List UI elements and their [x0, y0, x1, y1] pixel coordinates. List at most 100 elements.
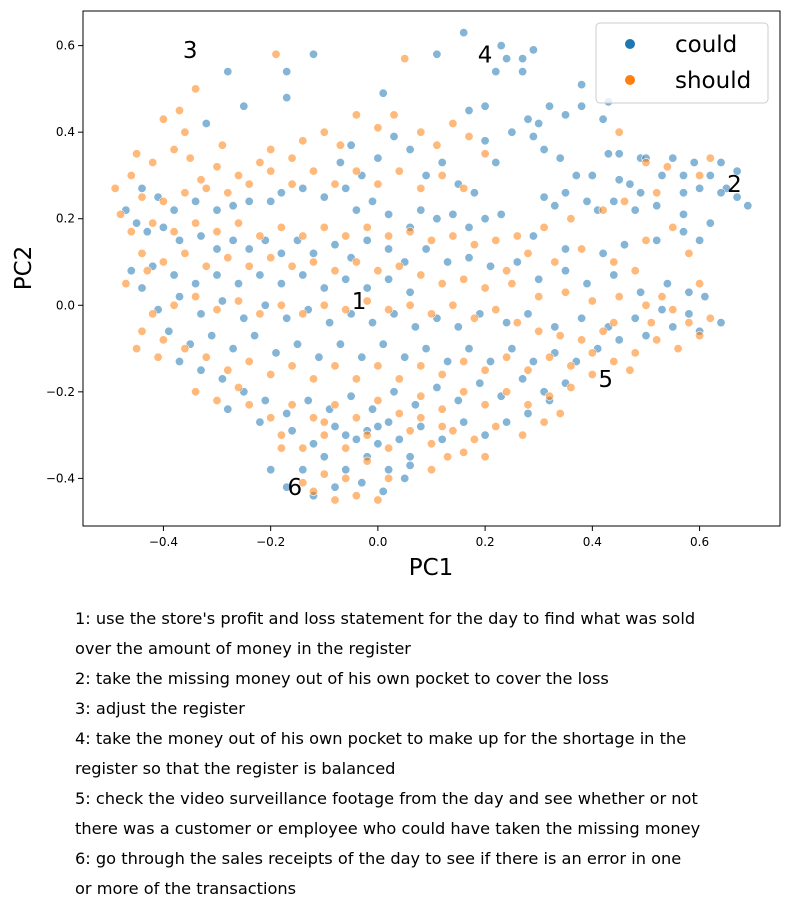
point-should-110	[201, 352, 211, 362]
point-should-28	[437, 171, 447, 181]
point-could-30	[678, 171, 688, 181]
point-should-67	[266, 253, 276, 263]
point-should-192	[668, 222, 678, 232]
point-could-126	[367, 318, 377, 328]
point-should-92	[587, 348, 597, 358]
point-could-185	[410, 400, 420, 410]
point-could-28	[732, 166, 742, 176]
point-should-82	[614, 292, 624, 302]
point-should-120	[276, 300, 286, 310]
point-could-212	[319, 452, 329, 462]
point-should-124	[362, 296, 372, 306]
x-tick-label: −0.4	[149, 535, 178, 549]
point-should-119	[255, 309, 265, 319]
point-could-235	[282, 93, 292, 103]
point-should-213	[539, 417, 549, 427]
point-could-64	[432, 214, 442, 224]
point-should-86	[705, 313, 715, 323]
point-should-166	[384, 473, 394, 483]
point-should-1	[191, 84, 201, 94]
annotation-captions: 1: use the store's profit and loss state…	[75, 604, 775, 904]
point-could-238	[432, 49, 442, 59]
point-could-207	[459, 417, 469, 427]
point-could-106	[560, 266, 570, 276]
point-could-0	[459, 28, 469, 38]
legend-marker-could	[625, 39, 635, 49]
point-should-210	[684, 318, 694, 328]
point-should-163	[276, 430, 286, 440]
point-could-194	[217, 374, 227, 384]
point-should-121	[298, 309, 308, 319]
point-could-234	[308, 49, 318, 59]
caption-line: over the amount of money in the register	[75, 639, 411, 658]
point-should-88	[673, 344, 683, 354]
point-could-166	[464, 344, 474, 354]
point-should-43	[469, 240, 479, 250]
caption-line: 5: check the video surveillance footage …	[75, 789, 698, 808]
point-should-49	[341, 231, 351, 241]
point-could-110	[662, 279, 672, 289]
point-should-72	[373, 266, 383, 276]
point-should-84	[668, 305, 678, 315]
point-could-167	[485, 356, 495, 366]
point-should-129	[469, 313, 479, 323]
point-could-32	[625, 179, 635, 189]
point-could-168	[507, 344, 517, 354]
y-tick-label: 0.0	[56, 298, 75, 312]
point-should-151	[266, 413, 276, 423]
point-should-2	[400, 54, 410, 64]
point-annotations: 1 2 3 4 5 6	[183, 38, 742, 501]
point-could-188	[346, 391, 356, 401]
point-should-101	[394, 374, 404, 384]
point-could-164	[421, 344, 431, 354]
point-could-177	[716, 318, 726, 328]
point-could-53	[678, 227, 688, 237]
point-should-90	[630, 348, 640, 358]
point-should-103	[351, 374, 361, 384]
point-should-205	[191, 387, 201, 397]
point-could-147	[319, 283, 329, 293]
point-should-13	[110, 183, 120, 193]
point-should-73	[394, 261, 404, 271]
caption-line: register so that the register is balance…	[75, 759, 396, 778]
point-should-203	[132, 344, 142, 354]
point-could-62	[464, 222, 474, 232]
point-should-158	[384, 443, 394, 453]
annotation-label-1: 1	[352, 289, 367, 315]
point-could-77	[212, 205, 222, 215]
point-should-147	[351, 413, 361, 423]
point-could-56	[619, 240, 629, 250]
point-could-196	[175, 356, 185, 366]
point-should-78	[507, 279, 517, 289]
point-should-214	[518, 430, 528, 440]
point-should-204	[153, 352, 163, 362]
point-should-6	[169, 145, 179, 155]
point-could-2	[528, 45, 538, 55]
point-could-218	[330, 482, 340, 492]
point-could-39	[743, 201, 753, 211]
point-could-191	[282, 408, 292, 418]
point-could-89	[228, 235, 238, 245]
point-could-88	[212, 244, 222, 254]
point-should-155	[448, 426, 458, 436]
point-could-92	[276, 248, 286, 258]
point-could-69	[351, 205, 361, 215]
point-could-113	[684, 309, 694, 319]
point-could-145	[276, 279, 286, 289]
point-should-187	[464, 132, 474, 142]
point-could-95	[330, 240, 340, 250]
annotation-label-3: 3	[183, 38, 198, 64]
point-could-27	[716, 158, 726, 168]
point-could-143	[234, 279, 244, 289]
point-should-14	[137, 192, 147, 202]
point-should-77	[480, 283, 490, 293]
point-should-33	[662, 162, 672, 172]
point-could-128	[325, 318, 335, 328]
point-should-31	[614, 127, 624, 137]
point-should-133	[555, 331, 565, 341]
point-could-199	[287, 426, 297, 436]
point-should-10	[287, 153, 297, 163]
point-could-100	[421, 244, 431, 254]
point-should-91	[609, 356, 619, 366]
caption-line: 4: take the money out of his own pocket …	[75, 729, 687, 748]
